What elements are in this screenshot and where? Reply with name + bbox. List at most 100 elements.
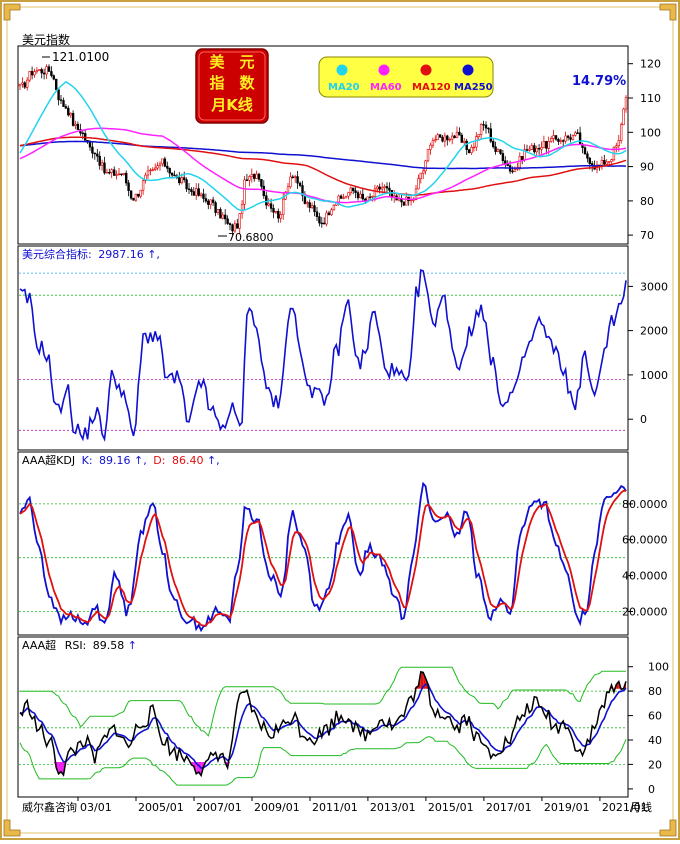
candle-body: [490, 129, 492, 142]
candle-body: [577, 133, 579, 134]
candle-body: [478, 135, 480, 137]
rsi-label: AAA超: [22, 638, 56, 652]
candle-body: [492, 141, 494, 147]
candle-body: [422, 171, 424, 173]
rsi-arrow: ↑: [128, 639, 137, 652]
candle-body: [188, 189, 190, 190]
candle-body: [323, 223, 325, 224]
high-annotation: 121.0100: [52, 50, 109, 64]
candle-body: [442, 137, 444, 141]
candle-body: [625, 98, 627, 109]
candle-body: [244, 180, 246, 205]
price-y-tick-label: 120: [640, 58, 661, 71]
index-y-tick-label: 3000: [640, 280, 668, 293]
candle-body: [249, 177, 251, 181]
candle-body: [340, 196, 342, 198]
kdj-y-tick-label: 40.0000: [622, 570, 668, 583]
kdj-k-label: K:: [82, 454, 93, 467]
candle-body: [608, 162, 610, 163]
candle-body: [553, 136, 555, 139]
rsi-y-tick-label: 80: [648, 685, 662, 698]
candle-body: [205, 199, 207, 202]
kdj-label-row: AAA超KDJ K: 89.16 ↑, D: 86.40 ↑,: [22, 453, 220, 467]
chart-title: 美元指数: [22, 32, 70, 47]
candle-body: [562, 141, 564, 142]
candle-body: [217, 209, 219, 212]
candle-body: [265, 196, 267, 205]
candle-body: [162, 159, 164, 164]
candle-body: [70, 113, 72, 115]
candle-body: [601, 160, 603, 165]
candle-body: [36, 71, 38, 72]
candle-body: [459, 132, 461, 135]
candle-body: [316, 212, 318, 217]
candle-body: [328, 213, 330, 215]
candle-body: [222, 215, 224, 218]
candle-body: [19, 84, 21, 86]
candle-body: [270, 204, 272, 209]
candle-body: [123, 173, 125, 174]
candle-body: [292, 177, 294, 178]
candle-body: [558, 139, 560, 141]
kdj-label: AAA超KDJ: [22, 453, 75, 467]
candle-body: [589, 158, 591, 163]
candle-body: [164, 159, 166, 166]
candle-body: [306, 203, 308, 204]
candle-body: [58, 90, 60, 100]
candle-body: [543, 141, 545, 147]
candle-body: [623, 109, 625, 125]
candle-body: [389, 188, 391, 190]
candle-body: [331, 210, 333, 215]
candle-body: [572, 135, 574, 139]
candle-body: [67, 108, 69, 115]
candle-body: [150, 170, 152, 171]
candle-body: [29, 71, 31, 80]
candle-body: [427, 150, 429, 161]
candle-body: [118, 174, 120, 175]
candle-body: [567, 136, 569, 138]
candle-body: [352, 188, 354, 191]
legend-label-ma60: MA60: [370, 82, 402, 93]
candle-body: [381, 188, 383, 190]
candle-body: [574, 133, 576, 136]
candle-body: [142, 181, 144, 191]
badge-line-1: 美 元: [209, 53, 254, 71]
candle-body: [321, 223, 323, 224]
percent-change-label: 14.79%: [572, 74, 626, 89]
candle-body: [82, 133, 84, 134]
candle-body: [147, 171, 149, 175]
candle-body: [439, 135, 441, 138]
candle-body: [92, 147, 94, 153]
candle-body: [174, 175, 176, 176]
candle-body: [531, 146, 533, 150]
candle-body: [193, 192, 195, 196]
kdj-d-value: 86.40: [172, 454, 204, 467]
index-label-row: 美元综合指标: 2987.16 ↑,: [22, 247, 160, 261]
candle-body: [454, 136, 456, 138]
candle-body: [374, 189, 376, 197]
candle-body: [372, 196, 374, 197]
price-y-tick-label: 110: [640, 92, 661, 105]
candle-body: [104, 163, 106, 173]
candle-body: [488, 128, 490, 129]
index-label: 美元综合指标:: [22, 247, 92, 261]
legend-label-ma120: MA120: [412, 82, 451, 93]
candle-body: [251, 174, 253, 176]
candle-body: [526, 150, 528, 151]
candle-body: [529, 149, 531, 150]
index-y-tick-label: 1000: [640, 369, 668, 382]
candle-body: [485, 125, 487, 128]
candle-body: [166, 166, 168, 168]
candle-body: [275, 211, 277, 212]
candle-body: [89, 142, 91, 147]
candle-body: [311, 206, 313, 208]
badge-line-2: 指 数: [209, 74, 255, 92]
candle-body: [212, 200, 214, 203]
x-tick-label: 2009/01: [254, 801, 300, 814]
period-label: 月线: [630, 800, 652, 814]
candle-body: [116, 174, 118, 175]
candle-body: [497, 150, 499, 152]
